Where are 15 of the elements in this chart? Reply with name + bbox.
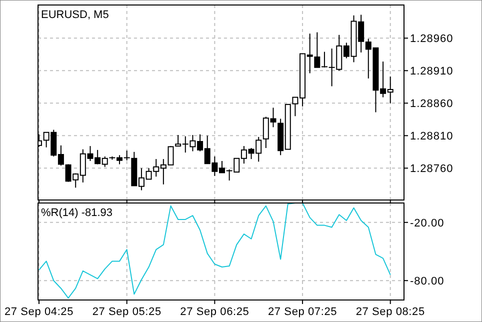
chart-title: %R(14) -81.93 xyxy=(41,207,113,219)
x-tick-label: 27 Sep 08:25 xyxy=(356,306,425,318)
x-tick-label: 27 Sep 04:25 xyxy=(4,306,74,318)
y-tick-label: 1.28810 xyxy=(410,130,454,142)
x-tick-label: 27 Sep 06:25 xyxy=(180,306,250,318)
y-tick-label: 1.28860 xyxy=(410,98,454,110)
y-tick-label: -80.00 xyxy=(410,275,444,288)
line-series xyxy=(38,203,391,299)
x-tick-label: 27 Sep 07:25 xyxy=(268,306,338,318)
chart-title: EURUSD, M5 xyxy=(41,9,109,21)
y-tick-label: -20.00 xyxy=(410,217,444,230)
y-tick-label: 1.28960 xyxy=(410,33,454,45)
y-tick-label: 1.28910 xyxy=(410,66,454,78)
x-tick-label: 27 Sep 05:25 xyxy=(92,306,162,318)
y-tick-label: 1.28760 xyxy=(410,163,454,175)
